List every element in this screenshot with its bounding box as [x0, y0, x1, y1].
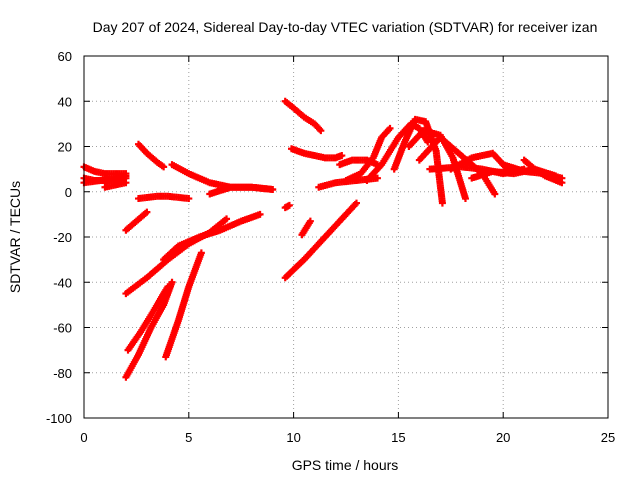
data-point — [223, 215, 231, 223]
series-s12 — [122, 278, 176, 381]
data-point — [338, 152, 346, 160]
series-s22 — [342, 124, 394, 184]
x-tick-label: 5 — [185, 430, 192, 445]
data-point — [373, 174, 381, 182]
data-point — [164, 283, 172, 291]
data-point — [352, 199, 360, 207]
data-point — [185, 195, 193, 203]
data-point — [491, 190, 499, 198]
data-point — [256, 210, 264, 218]
data-point — [269, 185, 277, 193]
y-tick-label: -40 — [53, 275, 72, 290]
y-tick-label: -80 — [53, 366, 72, 381]
axis-ticks: 0 5 10 15 20 25 -100 -80 -60 -40 -20 0 20 40 60 — [46, 49, 615, 445]
series-s19 — [281, 201, 293, 212]
data-point — [160, 163, 168, 171]
series-s14 — [162, 249, 205, 361]
series-s18 — [298, 217, 314, 239]
chart-title: Day 207 of 2024, Sidereal Day-to-day VTE… — [93, 19, 598, 35]
grid — [84, 56, 608, 418]
data-point — [122, 172, 130, 180]
y-tick-label: -100 — [46, 411, 72, 426]
y-tick-label: -20 — [53, 230, 72, 245]
x-tick-label: 20 — [496, 430, 510, 445]
x-tick-label: 10 — [286, 430, 300, 445]
y-tick-label: 40 — [58, 94, 72, 109]
x-tick-label: 25 — [601, 430, 615, 445]
data-point — [197, 249, 205, 257]
y-tick-label: 20 — [58, 140, 72, 155]
data-point — [122, 179, 130, 187]
series-s31 — [520, 156, 566, 187]
data-series — [80, 97, 566, 381]
series-s15 — [281, 97, 325, 135]
data-point — [285, 201, 293, 209]
series-s11 — [160, 210, 264, 264]
series-s16 — [288, 145, 346, 162]
data-point — [558, 179, 566, 187]
y-axis-label: SDTVAR / TECUs — [7, 181, 23, 293]
x-tick-label: 15 — [391, 430, 405, 445]
data-point — [438, 199, 446, 207]
series-s17 — [281, 199, 360, 282]
data-point — [143, 208, 151, 216]
series-s06 — [134, 140, 168, 171]
series-s13 — [124, 283, 172, 354]
series-s05 — [122, 208, 151, 234]
series-s07 — [134, 192, 193, 203]
data-point — [461, 195, 469, 203]
series-s27 — [447, 149, 511, 173]
x-axis-label: GPS time / hours — [292, 457, 399, 473]
data-point — [306, 217, 314, 225]
x-tick-label: 0 — [80, 430, 87, 445]
series-s04 — [101, 179, 130, 191]
data-point — [168, 278, 176, 286]
y-tick-label: -60 — [53, 321, 72, 336]
series-s03 — [80, 172, 130, 187]
series-s09 — [206, 183, 277, 198]
y-tick-label: 60 — [58, 49, 72, 64]
y-tick-label: 0 — [65, 185, 72, 200]
data-point — [386, 124, 394, 132]
data-point — [317, 127, 325, 135]
